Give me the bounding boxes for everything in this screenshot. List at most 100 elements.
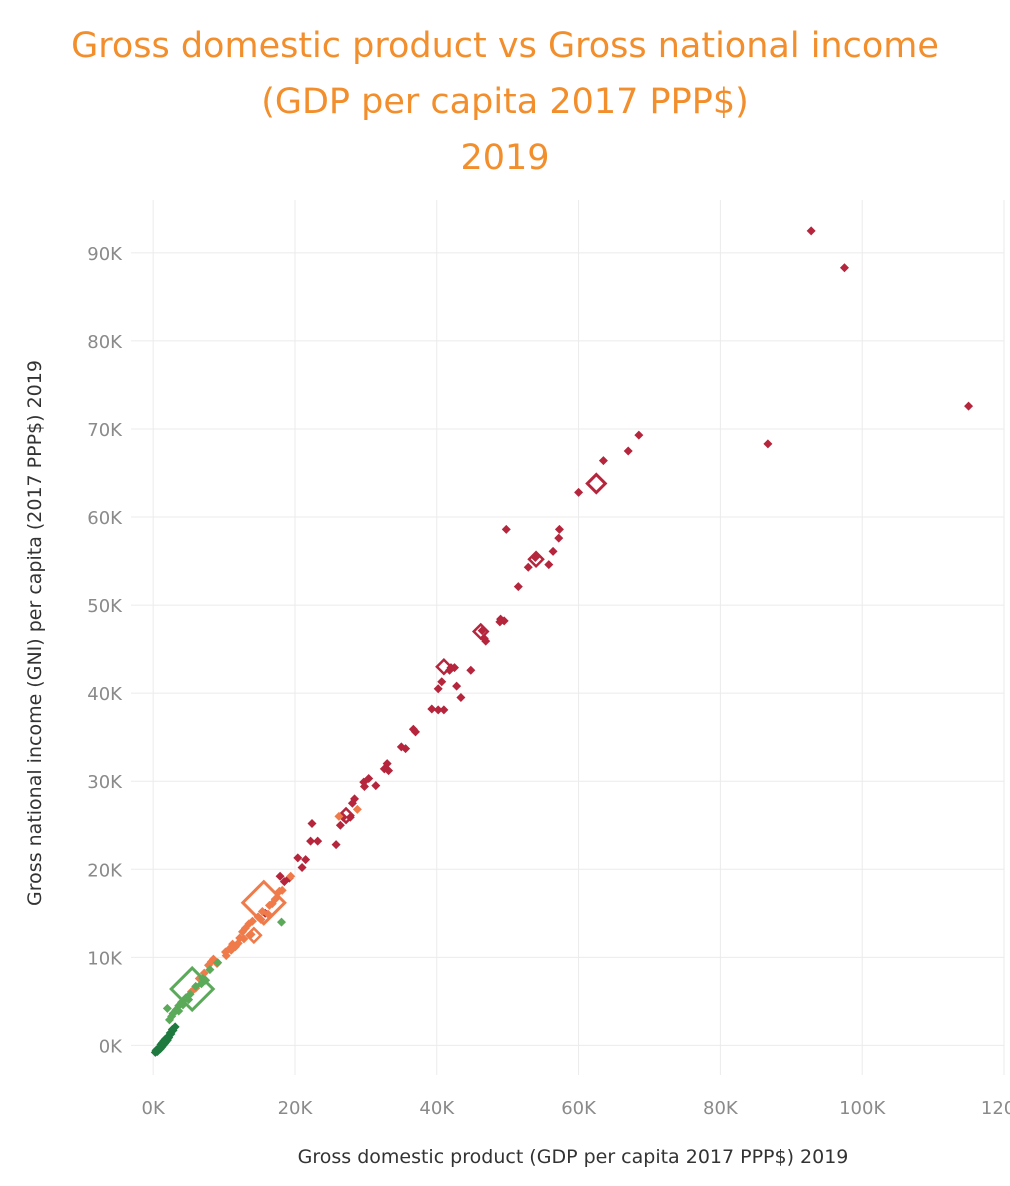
- data-point-very_high: [806, 226, 816, 236]
- data-point-very_high: [452, 681, 462, 691]
- data-point-low: [167, 1025, 177, 1035]
- data-point-very_high: [527, 550, 545, 569]
- data-point-very_high: [523, 562, 533, 572]
- data-point-high: [274, 886, 284, 896]
- data-point-very_high: [763, 439, 773, 449]
- data-point-very_high: [574, 487, 584, 497]
- data-points: [150, 226, 974, 1057]
- data-point-very_high: [513, 582, 523, 592]
- x-tick-label: 120K: [981, 1098, 1010, 1119]
- data-point-high: [226, 945, 236, 955]
- data-point-very_high: [554, 533, 564, 543]
- data-point-very_high: [437, 677, 447, 687]
- data-point-very_high: [548, 546, 558, 556]
- data-point-high: [334, 811, 344, 821]
- data-point-very_high: [439, 705, 449, 715]
- data-point-medium: [178, 1000, 188, 1010]
- x-axis-ticks: 0K 20K 40K 60K 80K 100K 120K: [142, 1098, 1010, 1119]
- data-point-very_high: [598, 456, 608, 466]
- data-point-medium: [205, 965, 215, 975]
- data-point-very_high: [585, 472, 608, 495]
- data-point-very_high: [275, 871, 285, 881]
- y-axis-label: Gross national income (GNI) per capita (…: [24, 360, 46, 906]
- y-tick-label: 90K: [87, 244, 123, 265]
- data-point-very_high: [297, 863, 307, 873]
- y-tick-label: 0K: [99, 1036, 123, 1057]
- data-point-medium: [191, 981, 201, 991]
- y-tick-label: 50K: [87, 596, 123, 617]
- data-point-medium: [162, 1003, 172, 1013]
- x-tick-label: 80K: [703, 1098, 739, 1119]
- y-tick-label: 40K: [87, 684, 123, 705]
- y-axis-ticks: 0K 10K 20K 30K 40K 50K 60K 70K 80K 90K: [87, 244, 123, 1058]
- x-axis-label: Gross domestic product (GDP per capita 2…: [298, 1146, 849, 1168]
- data-point-medium: [174, 1006, 184, 1016]
- data-point-very_high: [466, 665, 476, 675]
- data-point-very_high: [479, 634, 489, 644]
- data-point-high: [352, 804, 362, 814]
- data-point-very_high: [359, 781, 369, 791]
- data-point-very_high: [495, 617, 505, 627]
- y-tick-label: 70K: [87, 420, 123, 441]
- y-tick-label: 30K: [87, 772, 123, 793]
- grid-lines: [131, 200, 1005, 1075]
- data-point-very_high: [427, 704, 437, 714]
- data-point-very_high: [301, 855, 311, 865]
- data-point-high: [239, 934, 249, 944]
- chart-title-line-3: 2019: [460, 138, 550, 178]
- y-tick-label: 20K: [87, 860, 123, 881]
- data-point-high: [240, 879, 287, 926]
- data-point-very_high: [554, 524, 564, 534]
- x-tick-label: 60K: [561, 1098, 597, 1119]
- data-point-high: [264, 900, 274, 910]
- x-tick-label: 20K: [278, 1098, 314, 1119]
- x-tick-label: 100K: [839, 1098, 886, 1119]
- data-point-very_high: [450, 663, 460, 673]
- data-point-high: [256, 914, 266, 924]
- data-point-medium: [213, 958, 223, 968]
- data-point-very_high: [371, 781, 381, 791]
- chart-title-line-1: Gross domestic product vs Gross national…: [71, 26, 939, 66]
- data-point-very_high: [306, 836, 316, 846]
- y-tick-label: 80K: [87, 332, 123, 353]
- data-point-very_high: [435, 657, 453, 676]
- data-point-very_high: [964, 401, 974, 411]
- data-point-very_high: [433, 684, 443, 694]
- data-point-medium: [164, 1015, 174, 1025]
- chart-title: Gross domestic product vs Gross national…: [0, 18, 1010, 186]
- x-tick-label: 40K: [419, 1098, 455, 1119]
- data-point-very_high: [337, 806, 355, 825]
- data-point-high: [221, 951, 231, 961]
- data-point-very_high: [411, 727, 421, 737]
- data-point-medium: [198, 973, 208, 983]
- data-point-very_high: [839, 263, 849, 273]
- data-point-very_high: [331, 840, 341, 850]
- data-point-very_high: [313, 836, 323, 846]
- data-point-high: [263, 909, 273, 919]
- data-point-high: [238, 927, 248, 937]
- data-point-low: [151, 1046, 161, 1056]
- data-point-very_high: [347, 798, 357, 808]
- data-point-medium: [277, 917, 287, 927]
- data-point-very_high: [501, 524, 511, 534]
- x-tick-label: 0K: [142, 1098, 166, 1119]
- data-point-very_high: [335, 820, 345, 830]
- y-tick-label: 10K: [87, 948, 123, 969]
- data-point-very_high: [456, 693, 466, 703]
- data-point-very_high: [307, 818, 317, 828]
- data-point-very_high: [384, 766, 394, 776]
- data-point-very_high: [396, 742, 406, 752]
- data-point-high: [246, 929, 256, 939]
- chart-title-line-2: (GDP per capita 2017 PPP$): [261, 82, 749, 122]
- data-point-very_high: [293, 853, 303, 863]
- data-point-very_high: [623, 446, 633, 456]
- y-tick-label: 60K: [87, 508, 123, 529]
- data-point-very_high: [544, 560, 554, 570]
- data-point-medium: [184, 995, 194, 1005]
- data-point-very_high: [345, 812, 355, 822]
- data-point-high: [286, 871, 296, 881]
- data-point-very_high: [634, 430, 644, 440]
- data-point-very_high: [433, 705, 443, 715]
- data-point-very_high: [279, 877, 289, 887]
